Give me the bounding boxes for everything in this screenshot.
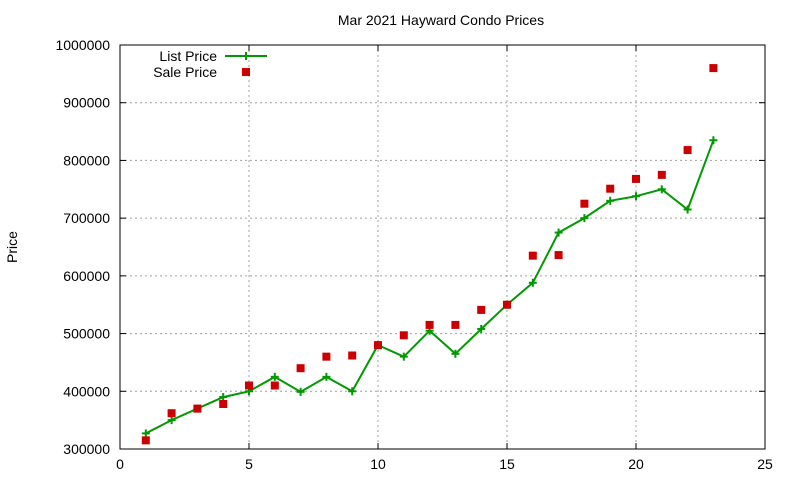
list-price-point xyxy=(167,416,176,425)
legend-label: List Price xyxy=(159,48,217,64)
sale-price-point xyxy=(425,320,434,329)
list-price-point xyxy=(477,324,486,333)
list-price-point xyxy=(141,429,150,438)
list-price-series xyxy=(141,136,718,438)
plot-frame xyxy=(119,44,766,450)
y-tick-label: 800000 xyxy=(63,152,110,168)
sale-price-point xyxy=(348,351,357,360)
list-price-point xyxy=(451,349,460,358)
legend-square-marker xyxy=(242,68,250,76)
sale-price-point xyxy=(580,199,589,208)
sale-price-point xyxy=(503,300,511,309)
list-price-point xyxy=(632,192,640,201)
y-tick-label: 900000 xyxy=(63,95,110,111)
x-tick-label: 5 xyxy=(245,456,253,472)
sale-price-point xyxy=(606,184,615,193)
sale-price-point xyxy=(296,364,305,373)
list-price-point xyxy=(348,387,357,396)
list-price-point xyxy=(528,278,537,287)
list-price-point xyxy=(219,393,228,402)
sale-price-point xyxy=(451,320,460,329)
list-price-point xyxy=(580,214,589,223)
sale-price-point xyxy=(632,174,640,183)
y-tick-label: 300000 xyxy=(63,441,110,457)
y-tick-label: 1000000 xyxy=(55,37,110,53)
sale-price-point xyxy=(554,251,563,260)
sale-price-point xyxy=(399,331,408,340)
y-tick-label: 400000 xyxy=(63,383,110,399)
list-price-point xyxy=(270,372,279,381)
sale-price-point xyxy=(245,381,253,390)
series xyxy=(141,64,718,445)
list-price-line xyxy=(145,139,715,435)
y-axis-label: Price xyxy=(4,231,20,263)
sale-price-point xyxy=(270,381,279,390)
sale-price-point xyxy=(477,305,486,314)
y-tick-label: 500000 xyxy=(63,326,110,342)
sale-price-point xyxy=(374,341,382,350)
y-tick-label: 700000 xyxy=(63,210,110,226)
list-price-point xyxy=(322,372,331,381)
sale-price-point xyxy=(141,436,150,445)
list-price-point xyxy=(709,136,718,145)
sale-price-point xyxy=(193,404,202,413)
sale-price-point xyxy=(167,409,176,418)
sale-price-point xyxy=(219,399,228,408)
x-tick-label: 25 xyxy=(757,456,773,472)
axis-ticks: 0 5 10 15 20 25 300000 400000 500000 600000 700000… xyxy=(55,37,773,472)
x-tick-label: 20 xyxy=(628,456,644,472)
y-tick-label: 600000 xyxy=(63,268,110,284)
sale-price-point xyxy=(322,352,331,361)
list-price-point xyxy=(606,196,615,205)
chart-title: Mar 2021 Hayward Condo Prices xyxy=(338,12,544,28)
sale-price-point xyxy=(709,64,718,73)
x-tick-label: 15 xyxy=(499,456,515,472)
x-tick-label: 0 xyxy=(116,456,124,472)
x-tick-label: 10 xyxy=(370,456,386,472)
sale-price-point xyxy=(657,170,666,179)
list-price-point xyxy=(554,228,563,237)
list-price-point xyxy=(683,205,692,214)
grid xyxy=(120,45,765,449)
legend-label: Sale Price xyxy=(153,64,217,80)
sale-price-series xyxy=(141,64,718,445)
sale-price-point xyxy=(683,146,692,155)
list-price-point xyxy=(399,352,408,361)
list-price-point xyxy=(296,387,305,396)
sale-price-point xyxy=(528,251,537,260)
list-price-point xyxy=(657,185,666,194)
legend-plus-marker xyxy=(242,52,250,60)
